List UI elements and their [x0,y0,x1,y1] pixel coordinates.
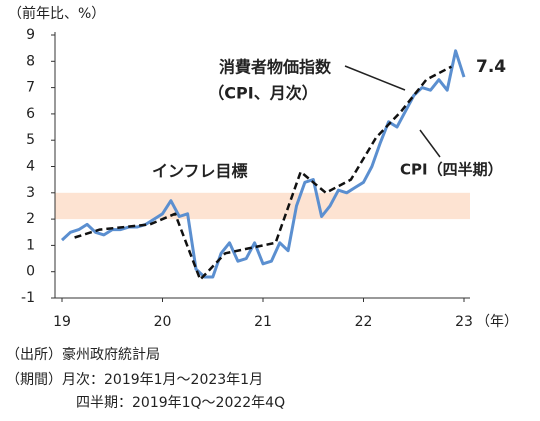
y-tick-label: 4 [26,159,35,175]
y-tick-label: 5 [26,132,35,148]
x-axis-label: （年） [476,314,518,330]
y-tick-label: 6 [26,106,35,122]
x-tick-label: 23 [455,314,473,330]
y-tick-label: 0 [26,264,35,280]
y-tick-label: -1 [21,290,35,306]
y-axis-label: （前年比、%） [8,5,105,22]
leader [419,129,441,158]
y-tick-label: 1 [26,237,35,253]
x-tick-label: 22 [355,314,373,330]
y-tick-label: 9 [26,27,35,43]
note: （期間）月次：2019年1月～2023年1月 [6,372,263,388]
y-tick-label: 2 [26,211,35,227]
value-label: 7.4 [476,57,506,77]
y-tick-label: 3 [26,185,35,201]
y-tick-label: 8 [26,53,35,69]
note: 四半期：2019年1Q～2022年4Q [76,395,285,411]
note: （出所）豪州政府統計局 [6,347,160,363]
x-tick-label: 21 [254,314,272,330]
quarterly-line [74,65,452,281]
series-label: （CPI、月次） [208,84,317,103]
y-tick-label: 7 [26,80,35,96]
x-tick-label: 19 [53,314,71,330]
target-band [55,192,470,220]
series-label: 消費者物価指数 [219,58,332,77]
series-label: CPI（四半期） [400,161,503,179]
band-label: インフレ目標 [152,162,248,181]
x-tick-label: 20 [154,314,172,330]
leader [344,65,406,91]
